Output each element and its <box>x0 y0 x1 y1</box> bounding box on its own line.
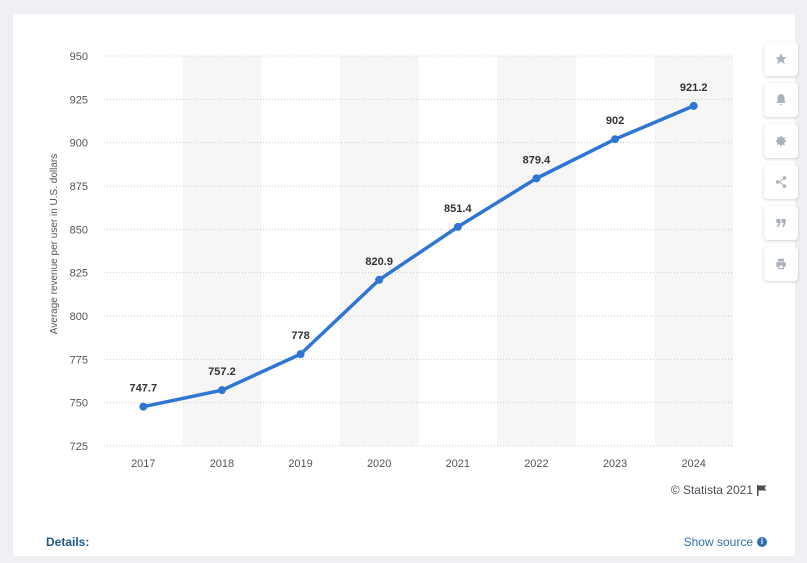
data-point <box>375 275 384 284</box>
y-tick-label: 850 <box>70 224 88 236</box>
chart-toolbar <box>764 42 798 281</box>
y-tick-label: 775 <box>70 354 88 366</box>
y-tick-label: 800 <box>70 311 88 323</box>
y-tick-label: 900 <box>70 138 88 150</box>
show-source-link[interactable]: Show source i <box>684 535 767 549</box>
column-band <box>654 56 733 446</box>
gear-icon <box>775 135 787 147</box>
print-button[interactable] <box>764 247 798 281</box>
x-tick-label: 2022 <box>524 458 548 470</box>
copyright-text: © Statista 2021 <box>670 483 753 497</box>
y-axis-label: Average revenue per user in U.S. dollars <box>49 154 60 334</box>
data-point <box>139 402 148 411</box>
share-button[interactable] <box>764 165 798 199</box>
y-tick-label: 925 <box>70 94 88 106</box>
data-label: 921.2 <box>680 82 708 94</box>
data-point <box>611 135 620 144</box>
data-label: 820.9 <box>365 256 393 268</box>
x-tick-label: 2018 <box>210 458 234 470</box>
settings-button[interactable] <box>764 124 798 158</box>
x-tick-label: 2019 <box>288 458 312 470</box>
chart-card: 725 750 775 800 825 850 875 900 925 950 2017 2018 2… <box>13 14 798 556</box>
data-point <box>453 222 462 231</box>
star-button[interactable] <box>764 42 798 76</box>
notification-button[interactable] <box>764 83 798 117</box>
show-source-text: Show source <box>683 535 753 549</box>
column-band <box>497 56 576 446</box>
y-tick-label: 825 <box>70 268 88 280</box>
x-tick-label: 2023 <box>603 458 627 470</box>
data-labels: 747.7 757.2 778 820.9 851.4 879.4 902 921.2 <box>130 82 708 395</box>
y-tick-label: 875 <box>70 181 88 193</box>
x-tick-label: 2020 <box>367 458 391 470</box>
data-point <box>689 101 698 110</box>
data-label: 747.7 <box>130 383 158 395</box>
quote-icon <box>776 218 786 228</box>
column-band <box>339 56 419 446</box>
x-tick-label: 2017 <box>131 458 155 470</box>
share-icon <box>775 176 787 188</box>
star-icon <box>775 53 787 65</box>
data-point <box>296 350 305 359</box>
y-tick-label: 725 <box>70 441 88 453</box>
column-band <box>182 56 262 446</box>
data-label: 851.4 <box>444 203 472 215</box>
data-points <box>139 101 698 411</box>
cite-button[interactable] <box>764 206 798 240</box>
copyright-notice[interactable]: © Statista 2021 <box>671 483 767 497</box>
x-tick-label: 2021 <box>446 458 470 470</box>
y-axis-ticks: 725 750 775 800 825 850 875 900 925 950 <box>70 51 88 453</box>
bell-icon <box>776 94 786 106</box>
data-label: 757.2 <box>208 366 236 378</box>
info-icon: i <box>757 537 767 547</box>
data-point <box>532 174 541 183</box>
x-tick-label: 2024 <box>681 458 705 470</box>
data-label: 879.4 <box>523 154 551 166</box>
series-line <box>141 104 696 409</box>
y-tick-label: 750 <box>70 398 88 410</box>
column-bands <box>182 56 733 446</box>
details-link[interactable]: Details: <box>46 535 90 549</box>
series-line-path <box>141 104 696 409</box>
data-label: 778 <box>291 330 309 342</box>
x-axis-ticks: 2017 2018 2019 2020 2021 2022 2023 2024 <box>131 458 706 470</box>
flag-icon <box>757 484 767 496</box>
y-tick-label: 950 <box>70 51 88 63</box>
print-icon <box>776 258 786 270</box>
data-point <box>217 386 226 395</box>
data-label: 902 <box>606 115 624 127</box>
